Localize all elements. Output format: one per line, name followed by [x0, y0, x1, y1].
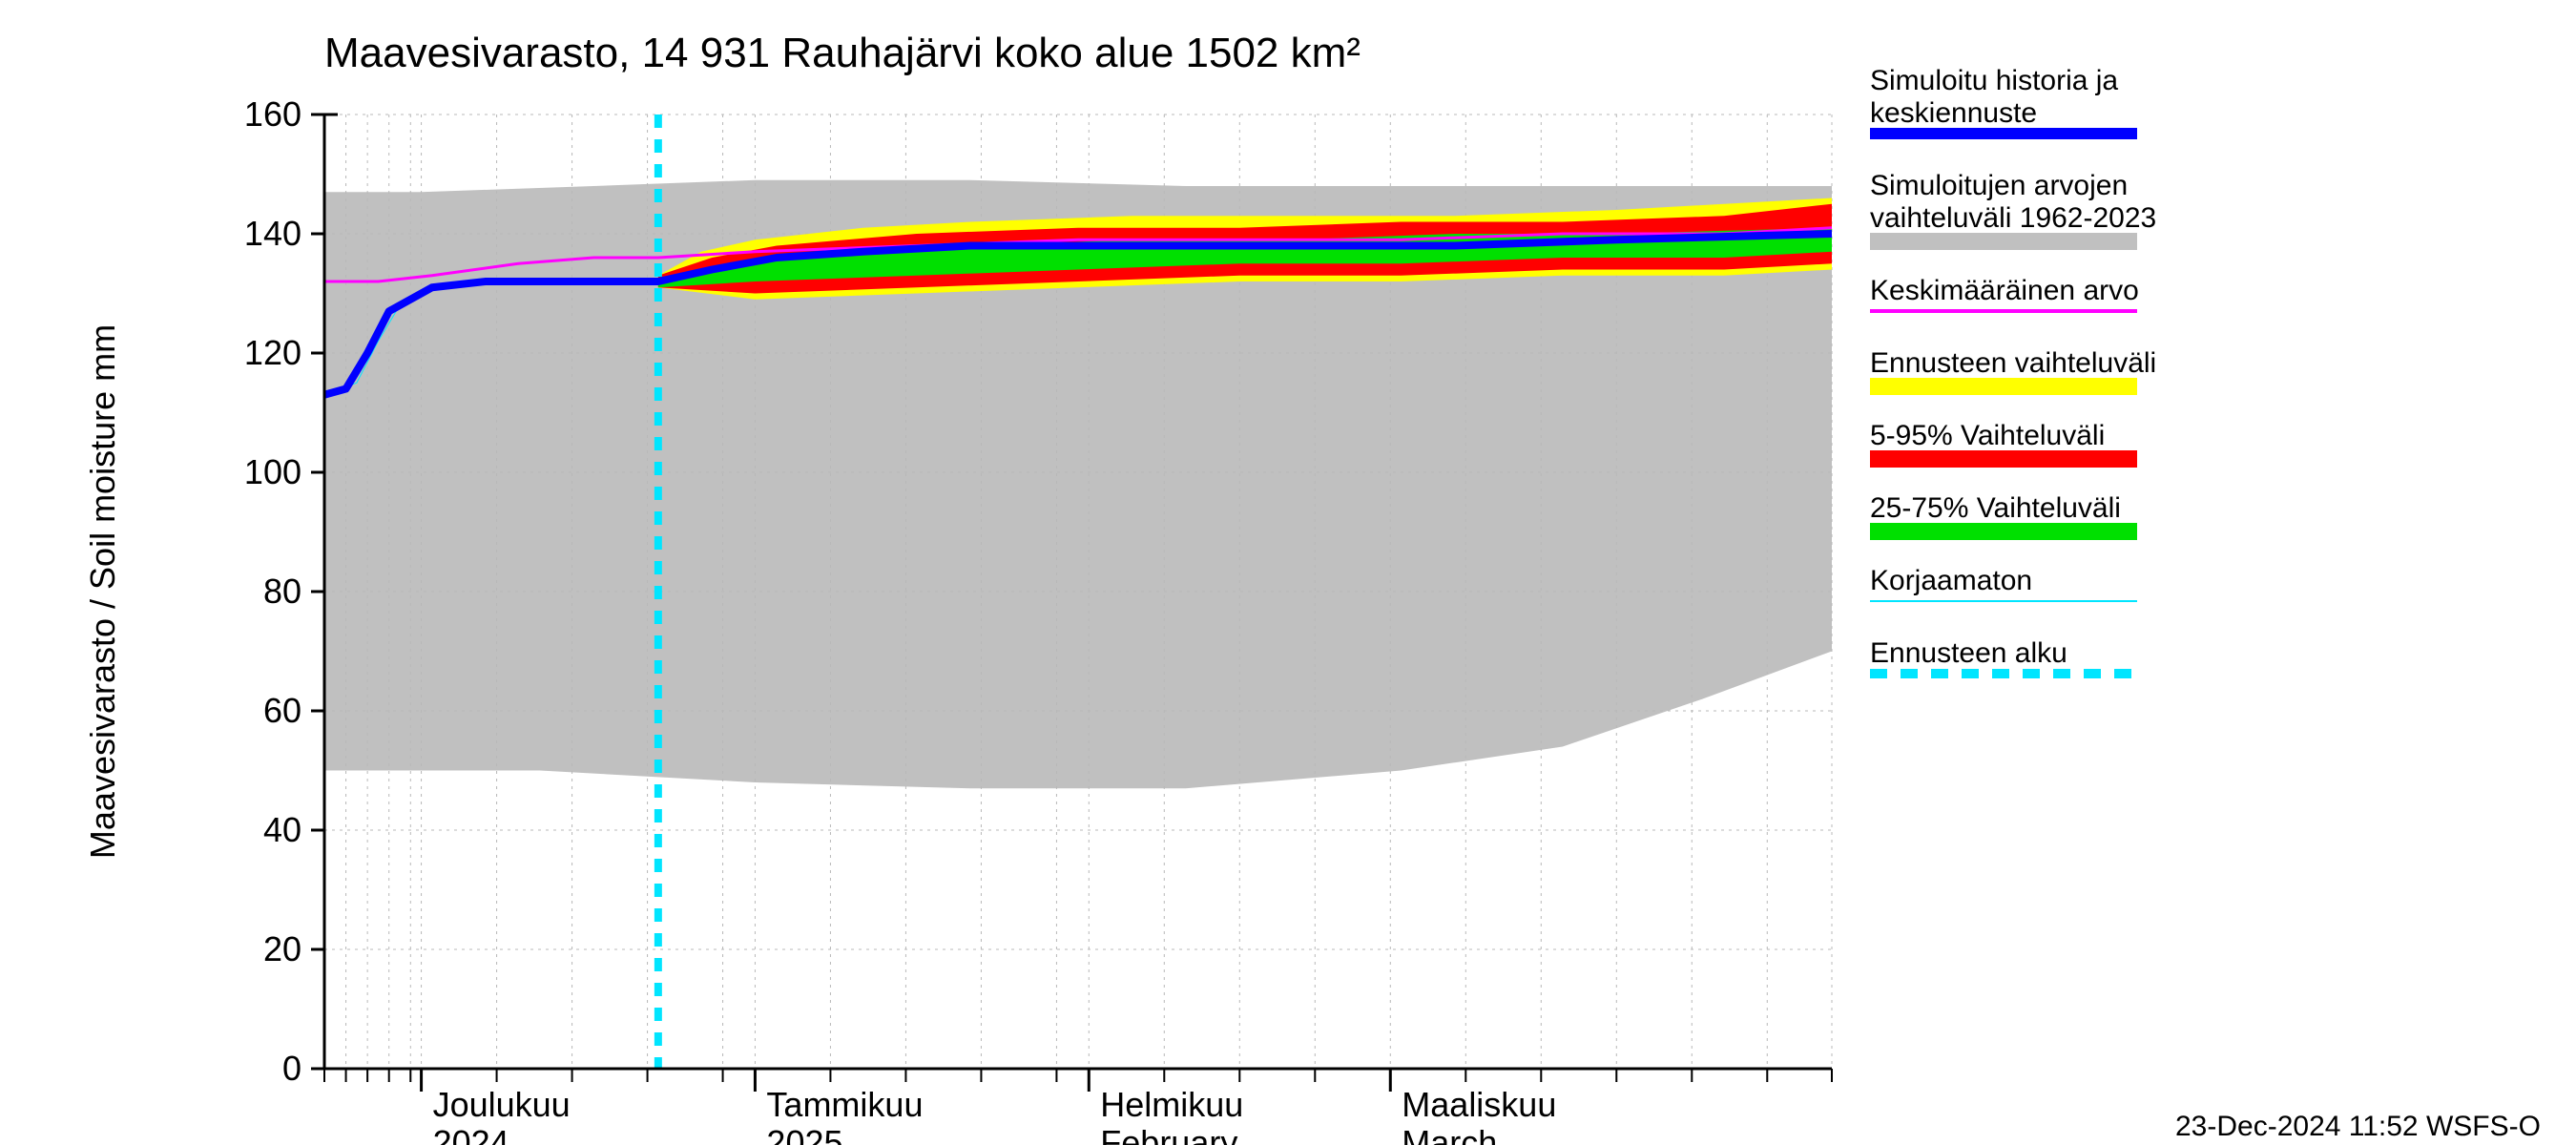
- x-month-label: Joulukuu: [433, 1085, 571, 1124]
- legend-label: Ennusteen alku: [1870, 637, 2067, 669]
- x-month-label: Helmikuu: [1100, 1085, 1243, 1124]
- y-tick-label: 20: [263, 929, 301, 968]
- legend-label: Keskimääräinen arvo: [1870, 275, 2139, 306]
- y-tick-label: 120: [244, 333, 301, 372]
- x-month-sublabel: March: [1402, 1123, 1497, 1145]
- y-axis-label: Maavesivarasto / Soil moisture mm: [83, 324, 122, 859]
- legend-swatch: [1870, 523, 2137, 540]
- legend-swatch: [1870, 233, 2137, 250]
- legend-label: keskiennuste: [1870, 97, 2037, 129]
- x-month-sublabel: 2024: [433, 1123, 509, 1145]
- legend-label: 5-95% Vaihteluväli: [1870, 420, 2105, 451]
- y-tick-label: 40: [263, 810, 301, 849]
- legend-swatch: [1870, 450, 2137, 468]
- y-tick-label: 80: [263, 572, 301, 611]
- chart-title: Maavesivarasto, 14 931 Rauhajärvi koko a…: [324, 30, 1361, 76]
- x-month-label: Tammikuu: [766, 1085, 923, 1124]
- legend-label: Simuloitu historia ja: [1870, 65, 2118, 96]
- y-tick-label: 0: [282, 1049, 301, 1088]
- soil-moisture-chart: 0 20 40 60 80 100 120 140 160 Joulukuu2024 Tammiku…: [0, 0, 2576, 1145]
- legend-swatch: [1870, 378, 2137, 395]
- y-tick-label: 140: [244, 214, 301, 253]
- x-month-label: Maaliskuu: [1402, 1085, 1556, 1124]
- y-tick-label: 100: [244, 452, 301, 491]
- legend-label: vaihteluväli 1962-2023: [1870, 202, 2156, 234]
- legend-label: Ennusteen vaihteluväli: [1870, 347, 2156, 379]
- y-tick-label: 160: [244, 94, 301, 134]
- x-month-sublabel: 2025: [766, 1123, 842, 1145]
- legend-label: Korjaamaton: [1870, 565, 2032, 596]
- legend-label: 25-75% Vaihteluväli: [1870, 492, 2121, 524]
- legend-label: Simuloitujen arvojen: [1870, 170, 2128, 201]
- chart-footer: 23-Dec-2024 11:52 WSFS-O: [2175, 1111, 2541, 1142]
- y-tick-label: 60: [263, 691, 301, 730]
- x-month-sublabel: February: [1100, 1123, 1237, 1145]
- chart-svg: 0 20 40 60 80 100 120 140 160 Joulukuu2024 Tammiku…: [0, 0, 2576, 1145]
